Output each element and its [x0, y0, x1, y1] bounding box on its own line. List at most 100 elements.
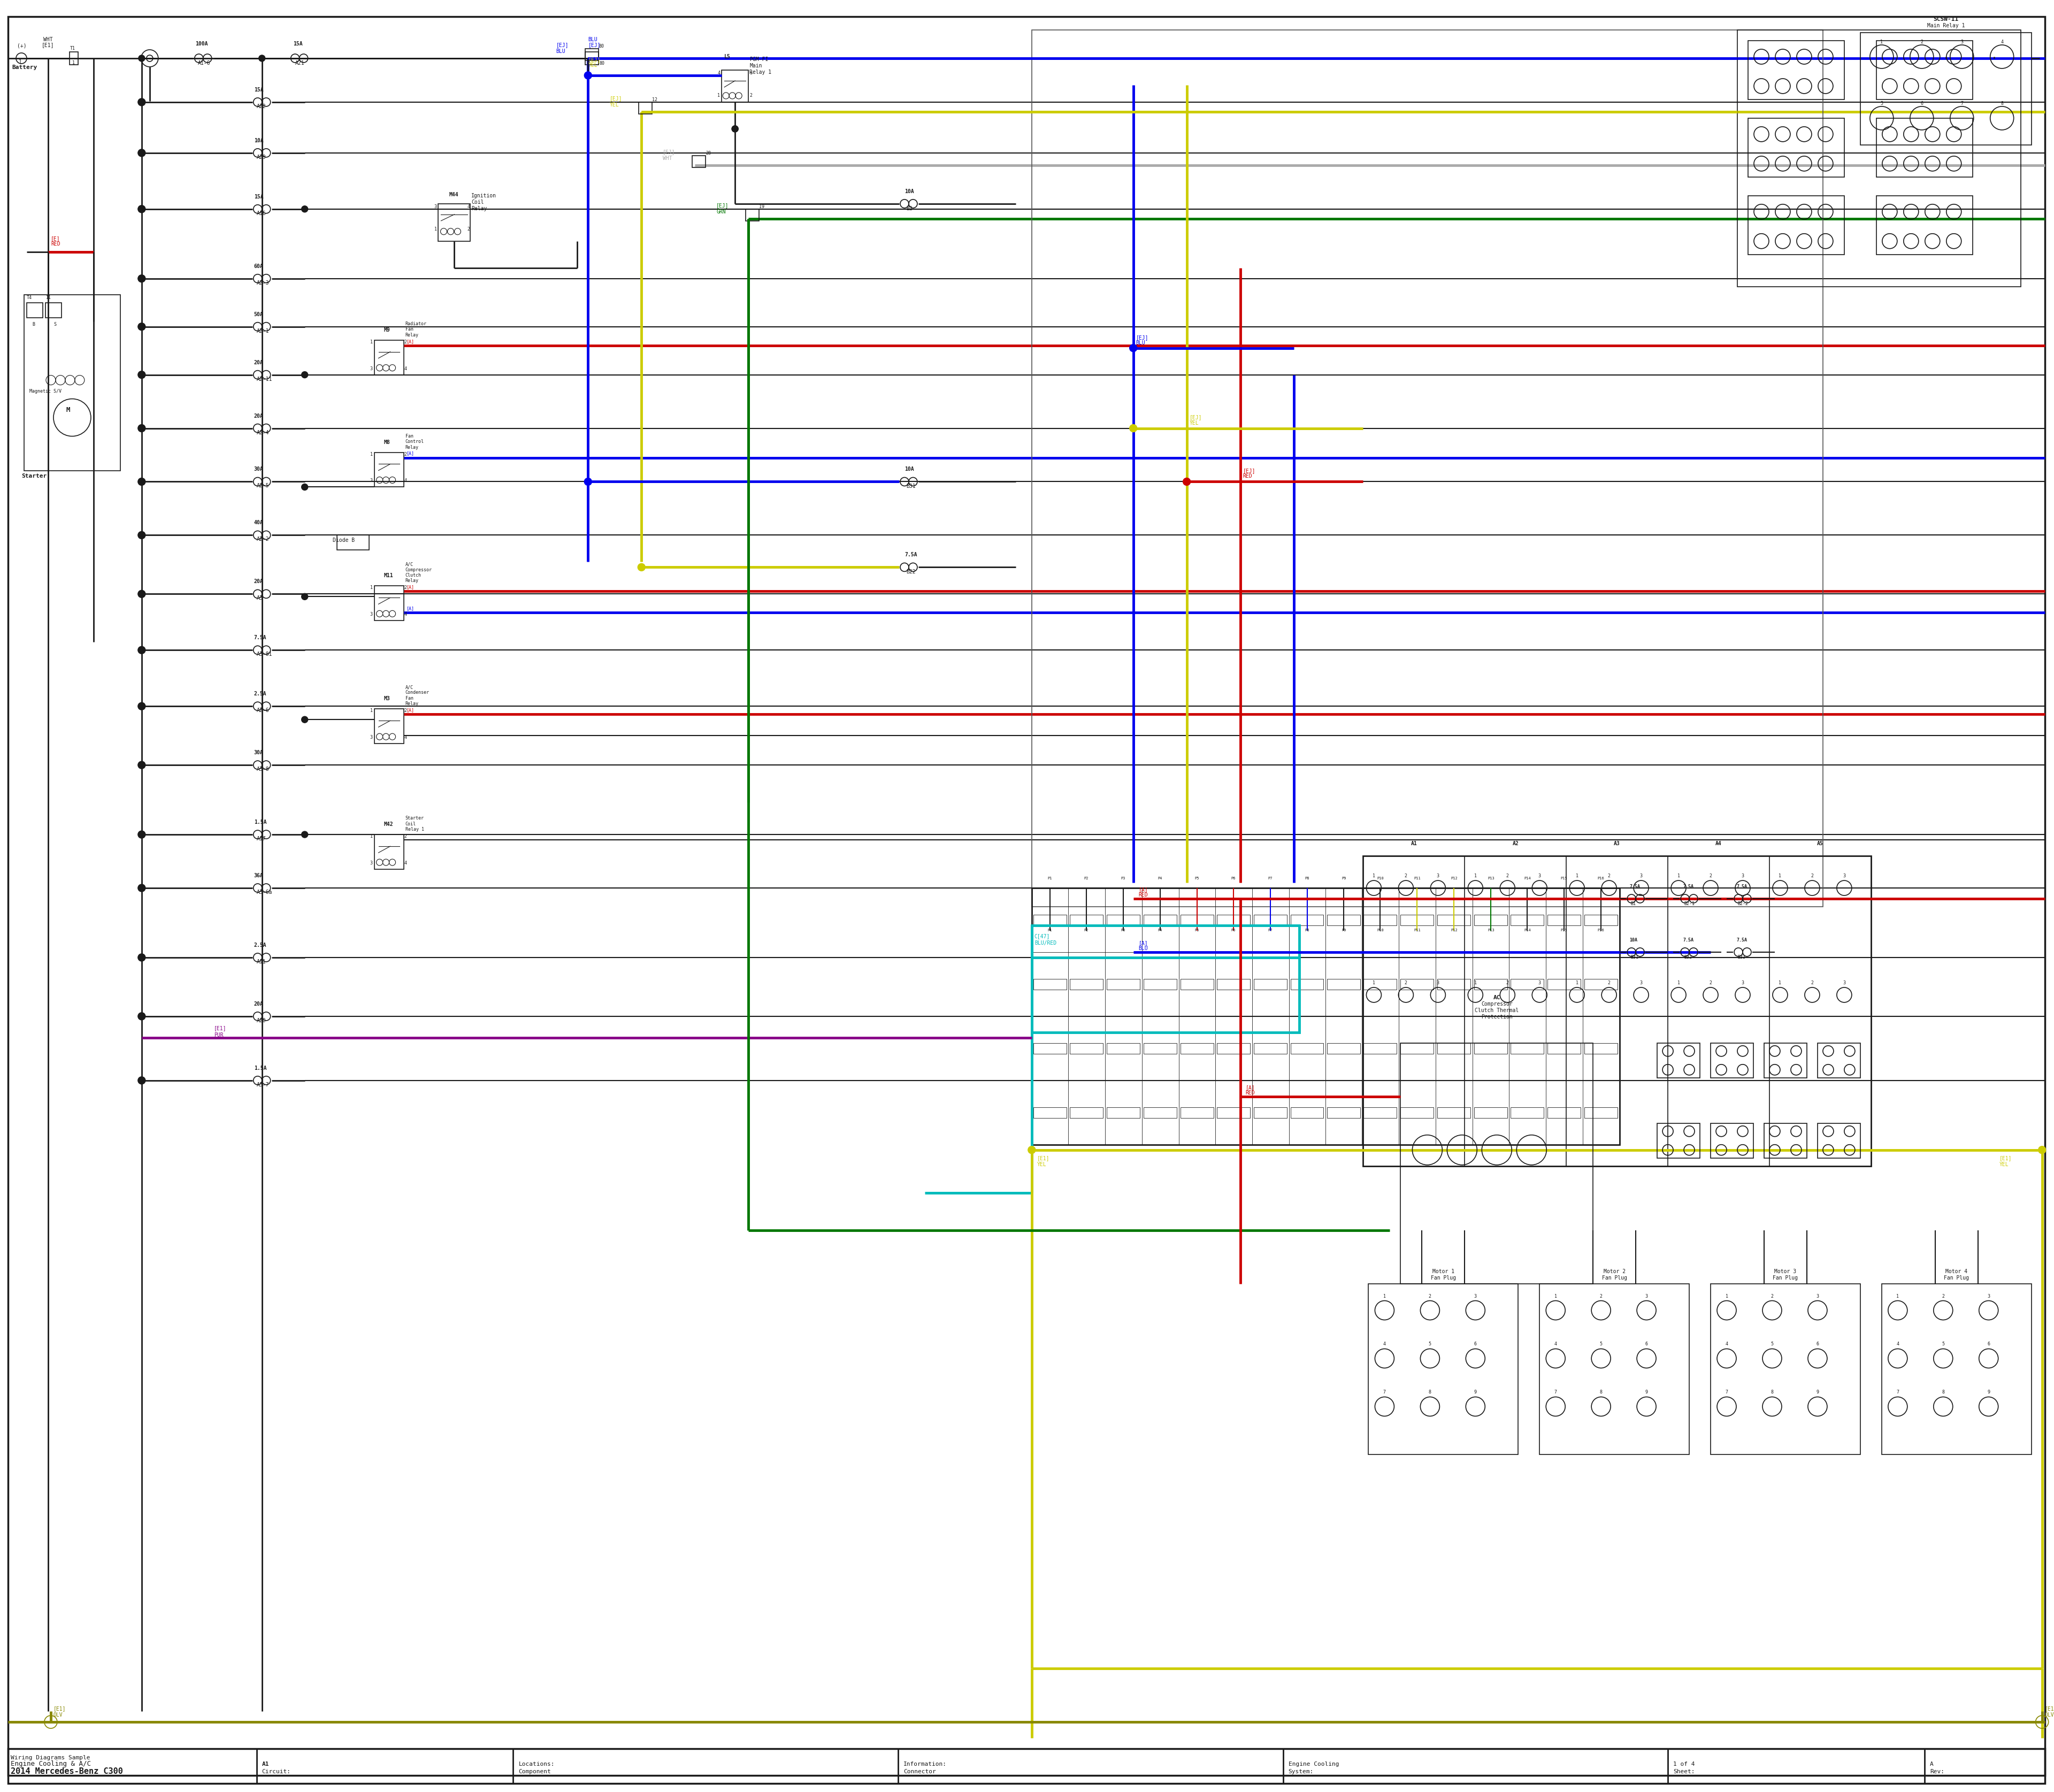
Bar	[1401, 1043, 1434, 1054]
Text: B22: B22	[906, 570, 916, 575]
Text: P1: P1	[1048, 928, 1052, 932]
Bar	[1475, 978, 1508, 989]
Circle shape	[138, 1077, 146, 1084]
Bar	[1764, 1124, 1808, 1158]
Text: 3: 3	[1816, 1294, 1820, 1299]
Text: 2: 2	[405, 452, 407, 457]
Text: 2: 2	[1600, 1294, 1602, 1299]
Text: [E]: [E]	[51, 237, 60, 242]
Text: A16: A16	[257, 211, 267, 217]
Text: YEL: YEL	[587, 63, 598, 68]
Text: YEL: YEL	[1999, 1161, 2009, 1167]
Bar	[1364, 1043, 1397, 1054]
Text: YEL: YEL	[1037, 1161, 1045, 1167]
Text: A3-81: A3-81	[257, 652, 273, 658]
Bar	[1364, 857, 1871, 1167]
Text: System:: System:	[1288, 1769, 1315, 1774]
Text: RED: RED	[1245, 1090, 1255, 1095]
Circle shape	[585, 478, 592, 486]
Text: 1.5A: 1.5A	[255, 819, 267, 824]
Circle shape	[138, 590, 146, 599]
Bar	[1181, 1107, 1214, 1118]
Text: 50A: 50A	[255, 312, 263, 317]
Text: B33: B33	[1738, 955, 1746, 961]
Text: Ignition: Ignition	[472, 194, 497, 199]
Text: 4: 4	[405, 613, 407, 616]
Text: Radiator
Fan
Relay: Radiator Fan Relay	[405, 321, 427, 337]
Bar	[1881, 1283, 2031, 1455]
Text: 7.5A: 7.5A	[1736, 883, 1748, 889]
Bar	[1033, 1043, 1066, 1054]
Text: 2: 2	[1506, 873, 1510, 878]
Circle shape	[138, 323, 146, 330]
Text: B31: B31	[906, 484, 916, 489]
Text: 6: 6	[1475, 1342, 1477, 1346]
Text: M8: M8	[384, 439, 390, 444]
Text: 2014 Mercedes-Benz C300: 2014 Mercedes-Benz C300	[10, 1767, 123, 1776]
Text: YEL: YEL	[1189, 419, 1200, 425]
Bar	[692, 156, 707, 167]
Text: 12: 12	[653, 97, 657, 102]
Text: 10A: 10A	[904, 188, 914, 194]
Bar	[1290, 978, 1323, 989]
Bar	[1107, 914, 1140, 925]
Text: Starter: Starter	[21, 473, 47, 478]
Text: 2: 2	[1405, 980, 1407, 986]
Bar	[1253, 1043, 1286, 1054]
Text: 4: 4	[1382, 1342, 1386, 1346]
Text: 2: 2	[1709, 980, 1711, 986]
Text: 2: 2	[1812, 980, 1814, 986]
Text: 1: 1	[18, 59, 23, 65]
Text: 3: 3	[370, 366, 372, 371]
Text: Main: Main	[750, 63, 762, 68]
Bar	[1216, 978, 1249, 989]
Text: P16: P16	[1598, 928, 1604, 932]
Circle shape	[138, 883, 146, 892]
Text: 3: 3	[370, 613, 372, 616]
Bar	[1584, 1043, 1619, 1054]
Bar	[585, 52, 598, 65]
Text: A/C
Condenser
Fan
Relay: A/C Condenser Fan Relay	[405, 685, 429, 706]
Text: M3: M3	[384, 695, 390, 701]
Bar	[1877, 41, 1972, 99]
Text: 1: 1	[1555, 1294, 1557, 1299]
Bar	[1327, 1043, 1360, 1054]
Text: Fan Plug: Fan Plug	[1943, 1276, 1970, 1279]
Bar	[1547, 914, 1582, 925]
Circle shape	[138, 371, 146, 378]
Text: 7.5A: 7.5A	[1682, 937, 1692, 943]
Text: 3: 3	[1475, 1294, 1477, 1299]
Text: 8: 8	[1430, 1391, 1432, 1394]
Bar	[1364, 914, 1397, 925]
Text: OLV: OLV	[2044, 1713, 2054, 1719]
Bar	[1818, 1124, 1861, 1158]
Text: [EJ]: [EJ]	[1189, 416, 1202, 419]
Text: P4: P4	[1158, 876, 1163, 880]
Text: P14: P14	[1524, 876, 1530, 880]
Circle shape	[302, 717, 308, 722]
Circle shape	[138, 885, 146, 891]
Text: [A]: [A]	[407, 606, 415, 611]
Circle shape	[138, 478, 146, 486]
Text: P14: P14	[1524, 928, 1530, 932]
Text: 1: 1	[72, 61, 76, 65]
Text: P13: P13	[1487, 928, 1495, 932]
Text: Wiring Diagrams Sample: Wiring Diagrams Sample	[10, 1754, 90, 1760]
Text: 2: 2	[1941, 1294, 1945, 1299]
Text: 3: 3	[1538, 873, 1540, 878]
Bar	[1107, 1043, 1140, 1054]
Text: 1: 1	[370, 452, 372, 457]
Bar	[1861, 32, 2031, 145]
Bar	[374, 586, 403, 620]
Text: 3: 3	[1645, 1294, 1647, 1299]
Text: 9: 9	[1475, 1391, 1477, 1394]
Text: [EJ]: [EJ]	[587, 43, 600, 48]
Text: RED: RED	[1138, 892, 1148, 898]
Text: A17: A17	[257, 837, 267, 842]
Text: 1: 1	[1779, 873, 1781, 878]
Text: P11: P11	[1413, 928, 1421, 932]
Text: s: s	[750, 70, 752, 75]
Bar	[27, 303, 43, 317]
Text: 3: 3	[1742, 873, 1744, 878]
Text: Fan Plug: Fan Plug	[1602, 1276, 1627, 1279]
